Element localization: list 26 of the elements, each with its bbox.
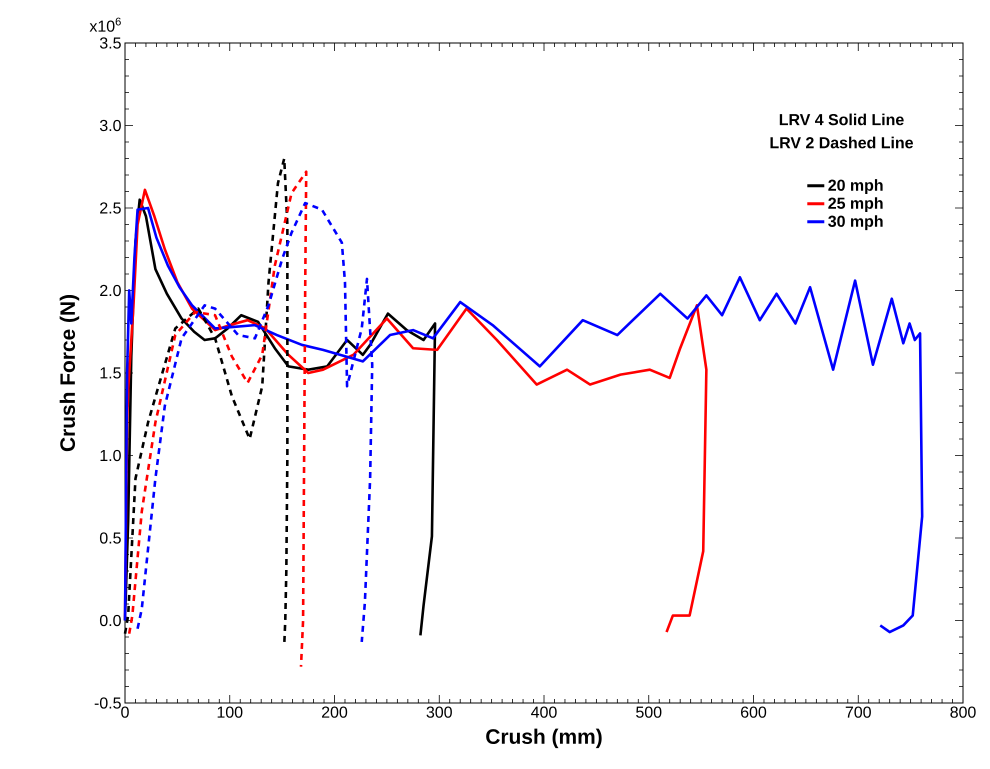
x-axis-title: Crush (mm) [486, 728, 602, 748]
legend-label: 20 mph [828, 179, 883, 194]
y-axis-title: Crush Force (N) [60, 295, 80, 452]
x-tick-label: 300 [426, 706, 452, 718]
x-tick-label: 600 [741, 706, 766, 718]
y-tick-label: 2.5 [100, 202, 121, 214]
y-tick-label: 3.0 [100, 120, 121, 132]
annotation: LRV 4 Solid Line [780, 114, 904, 126]
y-tick-label: -0.5 [94, 697, 121, 709]
x-tick-label: 100 [218, 706, 242, 718]
x-tick-label: 500 [636, 706, 662, 718]
y-tick-label: 0.5 [100, 532, 121, 544]
y-tick-label: 3.5 [100, 37, 121, 49]
x-tick-label: 0 [121, 706, 129, 718]
y-tick-label: 2.0 [100, 284, 121, 296]
text: x10$^{6}$ [90, 18, 121, 32]
x-tick-label: 200 [322, 706, 348, 718]
x-tick-label: 700 [846, 706, 871, 718]
legend-label: 25 mph [828, 197, 883, 212]
y-tick-label: 1.5 [100, 367, 121, 379]
y-tick-label: 0.0 [100, 614, 121, 626]
annotation: LRV 2 Dashed Line [770, 136, 913, 148]
y-tick-label: 1.0 [100, 450, 121, 462]
x-tick-label: 400 [531, 706, 557, 718]
legend-label: 30 mph [828, 215, 883, 230]
x-tick-label: 800 [950, 706, 976, 718]
